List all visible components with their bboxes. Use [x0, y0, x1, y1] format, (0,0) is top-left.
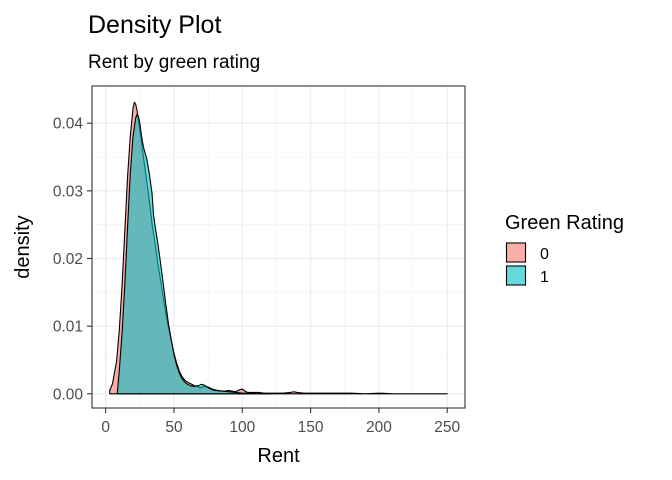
legend-entry-1: 1	[505, 265, 549, 286]
density-area-1	[116, 113, 271, 395]
chart-title: Density Plot	[88, 11, 221, 39]
y-tick-label: 0.02	[53, 251, 83, 268]
chart-subtitle: Rent by green rating	[88, 52, 260, 73]
x-axis-label: Rent	[257, 445, 300, 467]
y-axis: 0.00 0.01 0.02 0.03 0.04	[53, 116, 92, 403]
plot-border	[91, 85, 466, 409]
x-axis: 0 50 100 150 200 250	[101, 408, 461, 436]
legend-entry-0: 0	[505, 242, 549, 263]
y-tick-label: 0.01	[53, 319, 83, 336]
x-tick-label: 50	[165, 419, 183, 436]
legend-swatch	[505, 265, 527, 286]
legend: Green Rating 01	[505, 212, 624, 286]
y-axis-label: density	[12, 215, 34, 278]
y-tick-label: 0.04	[53, 116, 84, 133]
density-areas	[109, 101, 448, 395]
legend-swatch	[505, 242, 527, 263]
x-tick-label: 0	[101, 419, 110, 436]
y-tick-label: 0.00	[53, 386, 84, 403]
plot-panel	[91, 85, 466, 409]
x-tick-label: 200	[366, 419, 392, 436]
legend-entries: 01	[505, 242, 549, 286]
legend-title: Green Rating	[505, 212, 624, 234]
x-tick-label: 100	[229, 419, 255, 436]
x-tick-label: 150	[298, 419, 324, 436]
legend-label: 0	[540, 246, 549, 263]
legend-label: 1	[540, 269, 549, 286]
y-tick-label: 0.03	[53, 183, 83, 200]
x-tick-label: 250	[434, 419, 460, 436]
